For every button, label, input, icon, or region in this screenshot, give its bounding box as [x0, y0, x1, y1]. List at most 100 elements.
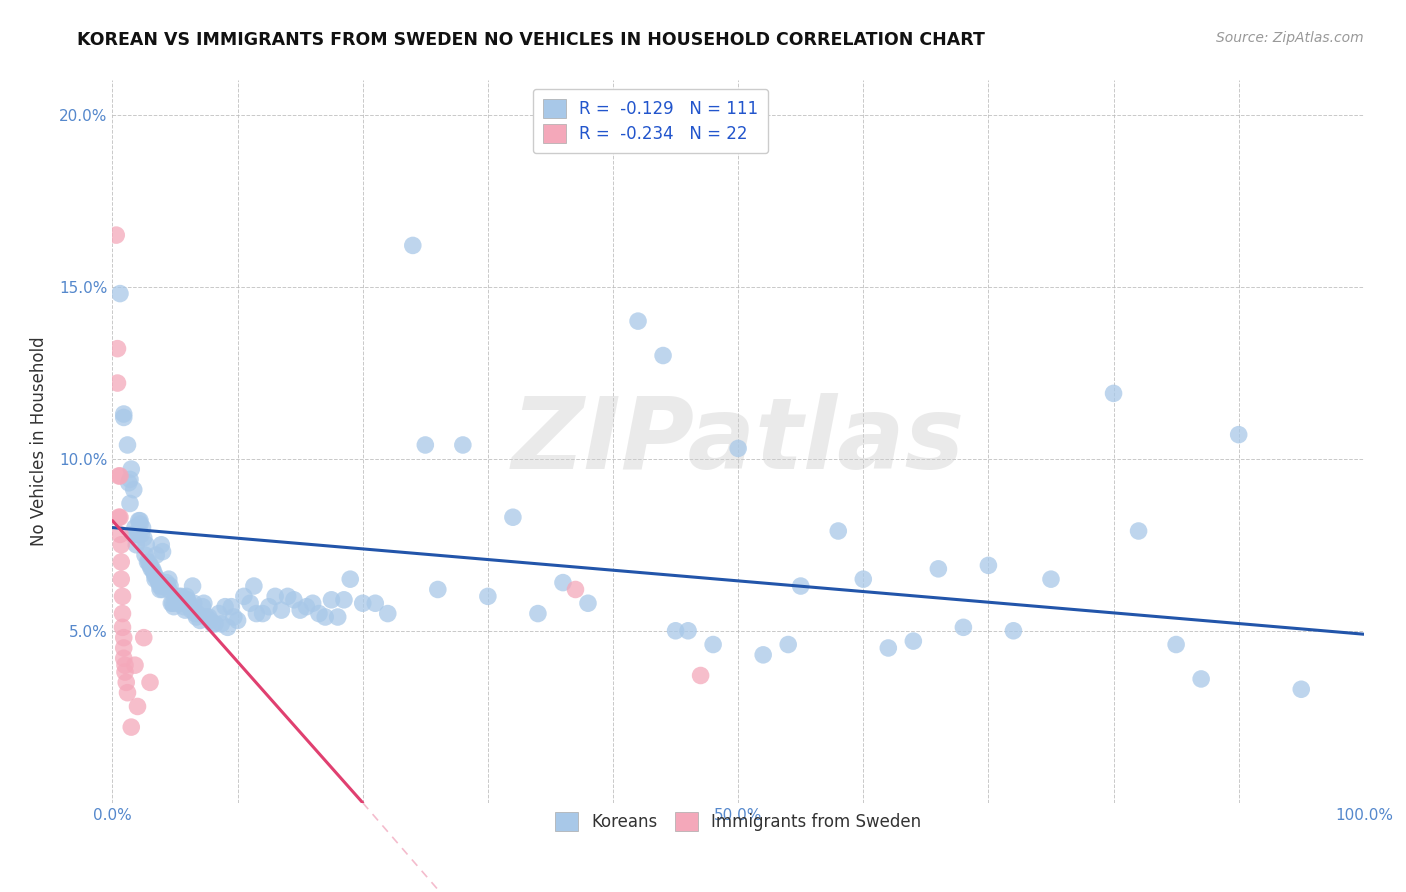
- Point: [308, 607, 330, 621]
- Point: [977, 558, 1000, 573]
- Point: [108, 510, 131, 524]
- Point: [165, 596, 187, 610]
- Point: [903, 634, 925, 648]
- Point: [132, 531, 155, 545]
- Point: [152, 582, 174, 597]
- Point: [141, 562, 163, 576]
- Text: KOREAN VS IMMIGRANTS FROM SWEDEN NO VEHICLES IN HOUSEHOLD CORRELATION CHART: KOREAN VS IMMIGRANTS FROM SWEDEN NO VEHI…: [77, 31, 986, 49]
- Point: [184, 607, 207, 621]
- Point: [676, 624, 699, 638]
- Point: [139, 675, 162, 690]
- Point: [117, 686, 139, 700]
- Point: [301, 596, 323, 610]
- Y-axis label: No Vehicles in Household: No Vehicles in Household: [30, 336, 48, 547]
- Point: [180, 603, 202, 617]
- Point: [172, 596, 194, 610]
- Point: [193, 596, 215, 610]
- Point: [243, 579, 266, 593]
- Point: [702, 638, 724, 652]
- Point: [827, 524, 849, 538]
- Point: [402, 238, 425, 252]
- Point: [107, 510, 129, 524]
- Point: [111, 590, 134, 604]
- Point: [124, 520, 146, 534]
- Point: [139, 558, 162, 573]
- Point: [118, 496, 141, 510]
- Point: [125, 538, 148, 552]
- Point: [727, 442, 749, 456]
- Point: [352, 596, 374, 610]
- Point: [110, 572, 132, 586]
- Point: [852, 572, 875, 586]
- Point: [752, 648, 775, 662]
- Point: [120, 462, 142, 476]
- Point: [201, 616, 224, 631]
- Point: [124, 658, 146, 673]
- Point: [108, 469, 131, 483]
- Point: [277, 590, 299, 604]
- Point: [264, 590, 287, 604]
- Point: [134, 548, 156, 562]
- Point: [326, 610, 349, 624]
- Point: [790, 579, 813, 593]
- Point: [451, 438, 474, 452]
- Point: [217, 620, 239, 634]
- Point: [877, 640, 900, 655]
- Point: [1039, 572, 1063, 586]
- Point: [1128, 524, 1150, 538]
- Point: [778, 638, 800, 652]
- Point: [177, 596, 200, 610]
- Point: [120, 720, 142, 734]
- Point: [107, 376, 129, 390]
- Point: [214, 599, 236, 614]
- Legend: Koreans, Immigrants from Sweden: Koreans, Immigrants from Sweden: [548, 805, 928, 838]
- Point: [221, 599, 243, 614]
- Point: [112, 631, 135, 645]
- Point: [1291, 682, 1313, 697]
- Point: [174, 603, 197, 617]
- Point: [114, 665, 136, 679]
- Point: [121, 527, 143, 541]
- Point: [150, 538, 173, 552]
- Point: [143, 568, 166, 582]
- Point: [222, 610, 245, 624]
- Point: [689, 668, 711, 682]
- Point: [145, 548, 167, 562]
- Point: [191, 599, 214, 614]
- Point: [1164, 638, 1187, 652]
- Point: [127, 699, 149, 714]
- Point: [1189, 672, 1212, 686]
- Point: [163, 599, 186, 614]
- Point: [146, 572, 169, 586]
- Point: [153, 579, 176, 593]
- Point: [118, 472, 141, 486]
- Point: [112, 651, 135, 665]
- Point: [477, 590, 499, 604]
- Point: [135, 538, 157, 552]
- Point: [107, 342, 129, 356]
- Point: [152, 544, 174, 558]
- Point: [112, 640, 135, 655]
- Point: [112, 407, 135, 421]
- Point: [127, 527, 149, 541]
- Point: [107, 469, 129, 483]
- Point: [155, 575, 177, 590]
- Point: [257, 599, 280, 614]
- Point: [195, 610, 218, 624]
- Point: [111, 620, 134, 634]
- Point: [321, 592, 343, 607]
- Point: [148, 575, 170, 590]
- Point: [627, 314, 650, 328]
- Point: [162, 596, 184, 610]
- Point: [198, 610, 221, 624]
- Point: [186, 610, 208, 624]
- Point: [290, 603, 312, 617]
- Point: [270, 603, 292, 617]
- Point: [149, 582, 172, 597]
- Point: [226, 614, 249, 628]
- Text: ZIPatlas: ZIPatlas: [512, 393, 965, 490]
- Point: [181, 579, 204, 593]
- Point: [295, 599, 318, 614]
- Point: [115, 675, 138, 690]
- Point: [131, 520, 153, 534]
